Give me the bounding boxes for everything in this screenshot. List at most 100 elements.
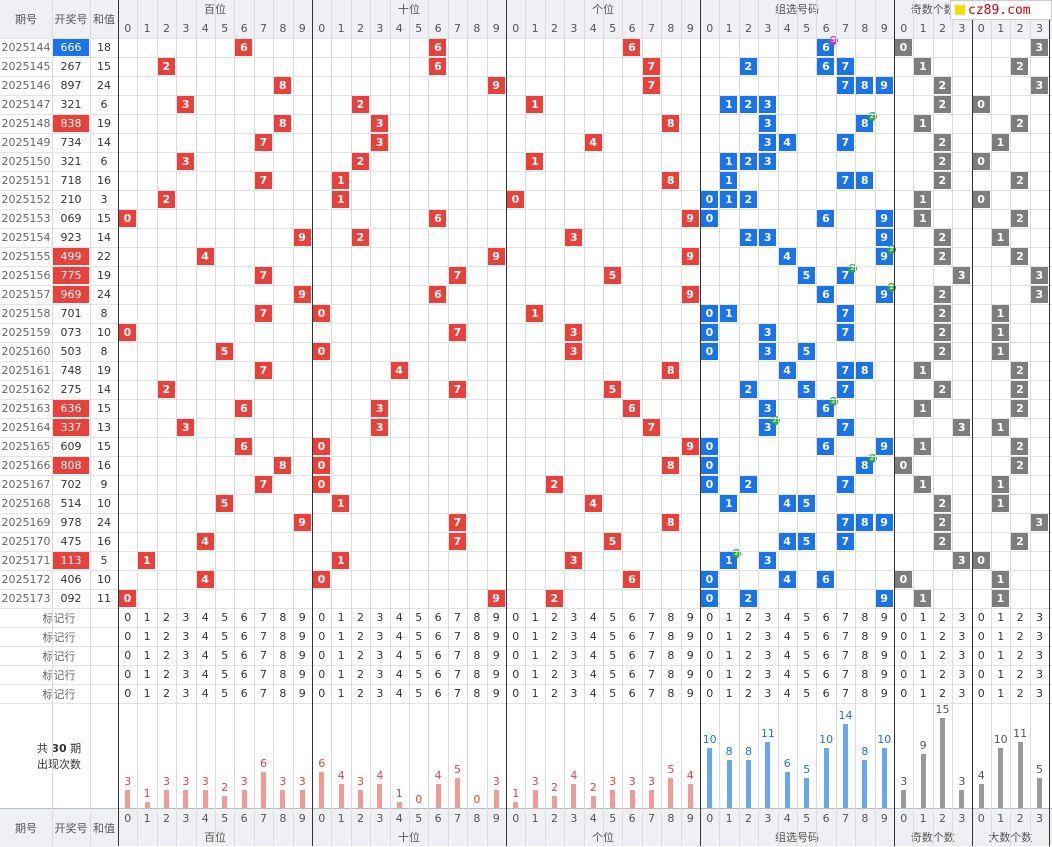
- mark-digit[interactable]: 8: [667, 649, 675, 662]
- mark-digit[interactable]: 9: [686, 630, 694, 643]
- mark-digit[interactable]: 3: [958, 611, 966, 624]
- mark-digit[interactable]: 7: [841, 611, 849, 624]
- mark-digit[interactable]: 0: [318, 687, 326, 700]
- mark-digit[interactable]: 0: [512, 611, 520, 624]
- mark-digit[interactable]: 2: [1016, 668, 1024, 681]
- mark-digit[interactable]: 9: [492, 668, 500, 681]
- mark-digit[interactable]: 0: [977, 649, 985, 662]
- mark-digit[interactable]: 6: [628, 687, 636, 700]
- mark-digit[interactable]: 7: [841, 649, 849, 662]
- mark-digit[interactable]: 6: [822, 687, 830, 700]
- mark-digit[interactable]: 7: [647, 649, 655, 662]
- mark-digit[interactable]: 2: [938, 649, 946, 662]
- mark-digit[interactable]: 2: [1016, 649, 1024, 662]
- mark-digit[interactable]: 3: [1035, 649, 1043, 662]
- mark-digit[interactable]: 9: [492, 649, 500, 662]
- mark-digit[interactable]: 5: [609, 630, 617, 643]
- mark-digit[interactable]: 0: [318, 611, 326, 624]
- mark-digit[interactable]: 6: [628, 630, 636, 643]
- mark-digit[interactable]: 6: [822, 611, 830, 624]
- mark-digit[interactable]: 6: [240, 668, 248, 681]
- mark-digit[interactable]: 7: [841, 630, 849, 643]
- mark-digit[interactable]: 2: [744, 630, 752, 643]
- mark-digit[interactable]: 9: [298, 668, 306, 681]
- mark-digit[interactable]: 4: [783, 668, 791, 681]
- mark-digit[interactable]: 1: [337, 687, 345, 700]
- mark-digit[interactable]: 1: [337, 668, 345, 681]
- mark-digit[interactable]: 1: [337, 649, 345, 662]
- mark-digit[interactable]: 0: [124, 668, 132, 681]
- mark-digit[interactable]: 2: [162, 649, 170, 662]
- mark-digit[interactable]: 5: [221, 687, 229, 700]
- mark-digit[interactable]: 9: [686, 611, 694, 624]
- mark-digit[interactable]: 5: [221, 649, 229, 662]
- mark-digit[interactable]: 0: [124, 687, 132, 700]
- mark-digit[interactable]: 0: [512, 687, 520, 700]
- mark-digit[interactable]: 1: [143, 649, 151, 662]
- mark-digit[interactable]: 5: [415, 668, 423, 681]
- mark-digit[interactable]: 8: [473, 630, 481, 643]
- mark-digit[interactable]: 3: [182, 668, 190, 681]
- mark-digit[interactable]: 5: [609, 649, 617, 662]
- mark-digit[interactable]: 7: [259, 668, 267, 681]
- mark-digit[interactable]: 8: [279, 630, 287, 643]
- mark-digit[interactable]: 6: [434, 649, 442, 662]
- mark-digit[interactable]: 7: [259, 687, 267, 700]
- mark-digit[interactable]: 0: [512, 630, 520, 643]
- mark-digit[interactable]: 0: [900, 611, 908, 624]
- mark-digit[interactable]: 9: [880, 649, 888, 662]
- mark-digit[interactable]: 2: [1016, 630, 1024, 643]
- mark-digit[interactable]: 3: [1035, 630, 1043, 643]
- mark-digit[interactable]: 3: [182, 687, 190, 700]
- mark-digit[interactable]: 1: [337, 611, 345, 624]
- mark-digit[interactable]: 0: [977, 611, 985, 624]
- mark-digit[interactable]: 0: [977, 630, 985, 643]
- mark-digit[interactable]: 3: [958, 649, 966, 662]
- mark-digit[interactable]: 9: [298, 687, 306, 700]
- mark-digit[interactable]: 8: [667, 668, 675, 681]
- mark-digit[interactable]: 1: [143, 687, 151, 700]
- mark-digit[interactable]: 8: [667, 687, 675, 700]
- mark-digit[interactable]: 5: [803, 630, 811, 643]
- mark-digit[interactable]: 9: [880, 611, 888, 624]
- mark-digit[interactable]: 4: [783, 687, 791, 700]
- mark-digit[interactable]: 9: [880, 668, 888, 681]
- mark-digit[interactable]: 2: [550, 630, 558, 643]
- mark-digit[interactable]: 3: [958, 668, 966, 681]
- mark-digit[interactable]: 0: [124, 630, 132, 643]
- mark-digit[interactable]: 1: [919, 668, 927, 681]
- mark-digit[interactable]: 9: [492, 611, 500, 624]
- mark-row-label[interactable]: 标记行: [42, 649, 76, 663]
- mark-digit[interactable]: 9: [298, 649, 306, 662]
- mark-digit[interactable]: 2: [356, 630, 364, 643]
- mark-digit[interactable]: 0: [900, 630, 908, 643]
- mark-digit[interactable]: 2: [744, 649, 752, 662]
- mark-digit[interactable]: 7: [453, 668, 461, 681]
- mark-digit[interactable]: 0: [124, 611, 132, 624]
- mark-digit[interactable]: 1: [143, 630, 151, 643]
- mark-digit[interactable]: 3: [376, 611, 384, 624]
- mark-digit[interactable]: 9: [880, 687, 888, 700]
- mark-digit[interactable]: 2: [550, 687, 558, 700]
- mark-digit[interactable]: 3: [182, 611, 190, 624]
- mark-digit[interactable]: 0: [706, 649, 714, 662]
- mark-digit[interactable]: 8: [861, 668, 869, 681]
- mark-digit[interactable]: 2: [550, 649, 558, 662]
- mark-digit[interactable]: 6: [434, 668, 442, 681]
- mark-digit[interactable]: 8: [473, 668, 481, 681]
- mark-digit[interactable]: 1: [997, 687, 1005, 700]
- mark-digit[interactable]: 0: [706, 668, 714, 681]
- mark-digit[interactable]: 3: [764, 611, 772, 624]
- mark-digit[interactable]: 5: [221, 630, 229, 643]
- mark-digit[interactable]: 7: [841, 687, 849, 700]
- mark-digit[interactable]: 2: [356, 668, 364, 681]
- mark-digit[interactable]: 6: [240, 630, 248, 643]
- mark-digit[interactable]: 2: [744, 687, 752, 700]
- mark-digit[interactable]: 7: [453, 687, 461, 700]
- mark-digit[interactable]: 1: [531, 687, 539, 700]
- mark-digit[interactable]: 1: [143, 668, 151, 681]
- mark-digit[interactable]: 3: [376, 649, 384, 662]
- mark-digit[interactable]: 9: [686, 668, 694, 681]
- mark-digit[interactable]: 4: [589, 630, 597, 643]
- mark-row-label[interactable]: 标记行: [42, 630, 76, 644]
